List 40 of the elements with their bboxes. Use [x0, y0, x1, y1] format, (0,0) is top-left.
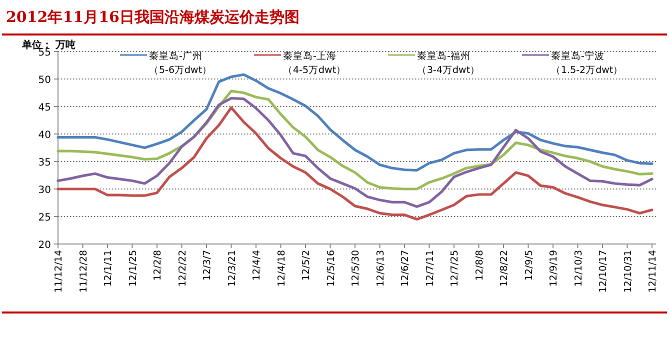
x-tick-label: 11/12/14 — [54, 250, 64, 293]
x-tick-label: 11/12/28 — [78, 250, 90, 293]
legend-label: 秦皇岛-上海（4-5万dwt） — [283, 50, 346, 76]
x-tick-label: 12/2/8 — [152, 250, 164, 281]
x-tick-label: 12/10/3 — [573, 250, 584, 287]
y-tick-label: 50 — [38, 75, 51, 86]
y-tick-label: 45 — [38, 102, 51, 114]
x-tick-label: 12/8/22 — [499, 250, 510, 287]
x-tick-label: 12/11/14 — [648, 250, 658, 293]
x-tick-label: 12/10/17 — [598, 250, 609, 293]
x-tick-label: 12/5/16 — [326, 250, 337, 287]
legend-label: 秦皇岛-广州（5-6万dwt） — [149, 50, 212, 76]
x-tick-label: 12/2/22 — [177, 250, 188, 287]
x-tick-label: 12/6/27 — [400, 250, 411, 287]
x-tick-label: 12/1/25 — [128, 250, 139, 287]
chart-title: 2012年11月16日我国沿海煤炭运价走势图 — [6, 8, 300, 26]
x-tick-label: 12/9/5 — [524, 250, 535, 281]
x-tick-label: 12/3/7 — [202, 250, 213, 281]
x-tick-label: 12/7/11 — [424, 250, 436, 287]
legend-label: 秦皇岛-福州（3-4万dwt） — [417, 50, 480, 76]
line-series — [56, 106, 654, 221]
x-tick-label: 12/6/13 — [375, 250, 386, 287]
legend-label: 秦皇岛-宁波（1.5-2万dwt） — [551, 50, 624, 76]
y-tick-label: 30 — [38, 185, 51, 196]
x-tick-label: 12/1/11 — [103, 250, 114, 287]
x-tick-label: 12/4/18 — [276, 250, 288, 287]
y-tick-label: 20 — [38, 240, 51, 251]
x-tick-label: 12/5/2 — [301, 250, 312, 281]
x-tick-label: 12/5/30 — [350, 250, 362, 287]
x-tick-label: 12/10/31 — [622, 250, 634, 293]
y-tick-label: 40 — [38, 130, 51, 141]
y-tick-label: 35 — [38, 158, 51, 168]
x-tick-label: 12/3/21 — [226, 250, 238, 287]
y-tick-label: 25 — [38, 212, 51, 224]
x-tick-label: 12/9/19 — [548, 250, 560, 287]
x-tick-label: 12/8/8 — [474, 250, 486, 281]
line-series — [56, 96, 654, 208]
x-tick-label: 12/7/25 — [450, 250, 460, 287]
line-series — [56, 73, 654, 172]
x-tick-label: 12/4/4 — [252, 250, 262, 281]
